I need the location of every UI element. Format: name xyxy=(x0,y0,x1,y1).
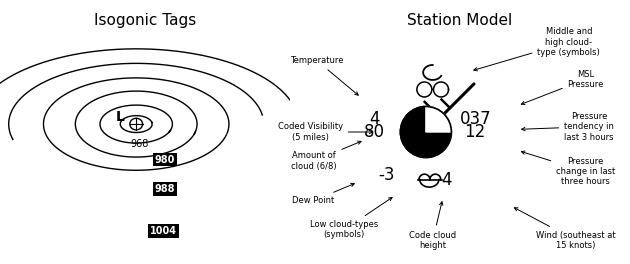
Text: MSL
Pressure: MSL Pressure xyxy=(522,69,604,105)
Text: Isogonic Tags: Isogonic Tags xyxy=(94,13,196,28)
Text: Low cloud-types
(symbols): Low cloud-types (symbols) xyxy=(310,197,392,239)
Text: L: L xyxy=(116,110,125,125)
Circle shape xyxy=(401,106,451,158)
Text: Amount of
cloud (6/8): Amount of cloud (6/8) xyxy=(291,141,361,171)
Text: 1004: 1004 xyxy=(150,226,177,236)
Text: -3: -3 xyxy=(379,166,395,183)
Text: 968: 968 xyxy=(130,139,148,149)
Text: Dew Point: Dew Point xyxy=(292,183,354,205)
Text: Code cloud
height: Code cloud height xyxy=(409,202,456,250)
Text: 80: 80 xyxy=(364,123,386,141)
Text: Station Model: Station Model xyxy=(407,13,513,28)
Text: 4: 4 xyxy=(441,171,452,188)
Text: 988: 988 xyxy=(155,184,175,194)
Text: Pressure
change in last
three hours: Pressure change in last three hours xyxy=(522,151,616,186)
Text: Wind (southeast at
15 knots): Wind (southeast at 15 knots) xyxy=(514,208,616,250)
Wedge shape xyxy=(426,106,451,132)
Text: 12: 12 xyxy=(464,123,486,141)
Text: 037: 037 xyxy=(459,110,491,128)
Text: Pressure
tendency in
last 3 hours: Pressure tendency in last 3 hours xyxy=(522,112,614,142)
Text: Middle and
high cloud-
type (symbols): Middle and high cloud- type (symbols) xyxy=(474,27,600,71)
Text: 4: 4 xyxy=(370,110,380,128)
Text: 980: 980 xyxy=(155,155,175,165)
Text: Temperature: Temperature xyxy=(290,56,358,95)
Text: Coded Visibility
(5 miles): Coded Visibility (5 miles) xyxy=(278,122,373,142)
